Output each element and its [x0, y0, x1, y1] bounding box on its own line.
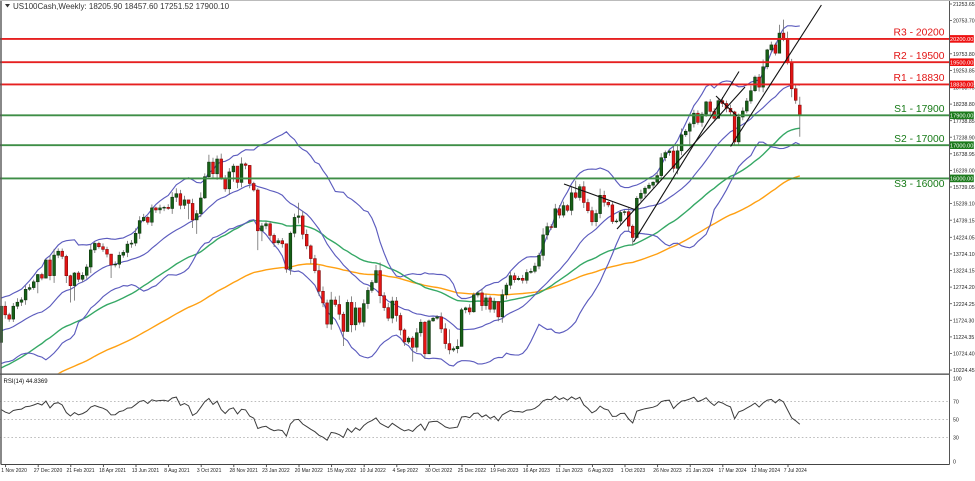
- svg-text:10 Jul 2022: 10 Jul 2022: [360, 468, 386, 474]
- svg-text:17000.00: 17000.00: [950, 143, 973, 149]
- svg-text:27 Dec 2020: 27 Dec 2020: [34, 468, 63, 474]
- svg-text:S1 - 17900: S1 - 17900: [894, 104, 945, 115]
- svg-text:50: 50: [953, 418, 959, 424]
- svg-text:17900.00: 17900.00: [950, 114, 973, 120]
- svg-text:17738.85: 17738.85: [953, 119, 975, 125]
- svg-text:13224.15: 13224.15: [953, 269, 975, 275]
- svg-text:12 May 2024: 12 May 2024: [751, 468, 780, 474]
- svg-text:1 Nov 2020: 1 Nov 2020: [1, 468, 27, 474]
- svg-text:14224.05: 14224.05: [953, 235, 975, 241]
- svg-text:R1 - 18830: R1 - 18830: [894, 73, 945, 84]
- svg-text:21253.65: 21253.65: [953, 2, 975, 8]
- svg-text:26 Nov 2023: 26 Nov 2023: [653, 468, 682, 474]
- svg-text:19500.00: 19500.00: [950, 60, 973, 66]
- svg-text:7 Jul 2024: 7 Jul 2024: [784, 468, 807, 474]
- svg-text:14739.15: 14739.15: [953, 218, 975, 224]
- svg-text:11224.35: 11224.35: [953, 335, 974, 341]
- svg-text:18238.80: 18238.80: [953, 102, 975, 108]
- svg-text:1 Oct 2023: 1 Oct 2023: [621, 468, 646, 474]
- svg-text:6 Aug 2023: 6 Aug 2023: [588, 468, 614, 474]
- svg-text:20200.00: 20200.00: [950, 37, 973, 43]
- svg-text:70: 70: [953, 400, 959, 406]
- svg-text:16738.95: 16738.95: [953, 152, 975, 158]
- svg-text:15239.10: 15239.10: [953, 202, 975, 208]
- svg-text:21 Jan 2024: 21 Jan 2024: [686, 468, 714, 474]
- svg-text:16 Apr 2023: 16 Apr 2023: [523, 468, 550, 474]
- svg-text:30 Oct 2022: 30 Oct 2022: [425, 468, 452, 474]
- svg-text:16239.00: 16239.00: [953, 169, 975, 175]
- svg-text:17238.90: 17238.90: [953, 135, 975, 141]
- svg-text:3 Oct 2021: 3 Oct 2021: [197, 468, 222, 474]
- svg-text:12724.20: 12724.20: [953, 285, 975, 291]
- svg-text:21 Feb 2021: 21 Feb 2021: [67, 468, 95, 474]
- svg-text:19253.85: 19253.85: [953, 69, 975, 75]
- svg-text:R2 - 19500: R2 - 19500: [894, 51, 945, 62]
- svg-text:100: 100: [953, 377, 962, 383]
- svg-text:18830.00: 18830.00: [950, 83, 973, 89]
- svg-text:S3 - 16000: S3 - 16000: [894, 179, 945, 190]
- svg-text:18 Apr 2021: 18 Apr 2021: [99, 468, 126, 474]
- svg-text:8 Aug 2021: 8 Aug 2021: [164, 468, 190, 474]
- svg-text:15739.05: 15739.05: [953, 185, 975, 191]
- svg-text:17 Mar 2024: 17 Mar 2024: [719, 468, 747, 474]
- svg-text:11724.30: 11724.30: [953, 318, 974, 324]
- svg-text:RSI(14) 44.8369: RSI(14) 44.8369: [4, 379, 49, 385]
- svg-text:13724.10: 13724.10: [953, 252, 975, 258]
- svg-text:30: 30: [953, 436, 959, 442]
- svg-text:16000.00: 16000.00: [950, 177, 973, 183]
- svg-text:18738.75: 18738.75: [953, 86, 975, 92]
- svg-text:R3 - 20200: R3 - 20200: [894, 28, 945, 39]
- svg-text:20 Mar 2022: 20 Mar 2022: [295, 468, 323, 474]
- svg-text:S2 - 17000: S2 - 17000: [894, 134, 945, 145]
- svg-text:23 Jan 2022: 23 Jan 2022: [262, 468, 290, 474]
- svg-text:15 May 2022: 15 May 2022: [327, 468, 356, 474]
- svg-text:10224.45: 10224.45: [953, 368, 975, 374]
- svg-text:10724.40: 10724.40: [953, 352, 975, 358]
- svg-text:19 Feb 2023: 19 Feb 2023: [490, 468, 518, 474]
- svg-text:19753.80: 19753.80: [953, 52, 975, 58]
- svg-text:0: 0: [953, 460, 956, 466]
- svg-text:13 Jun 2021: 13 Jun 2021: [132, 468, 160, 474]
- svg-text:12224.25: 12224.25: [953, 302, 975, 308]
- svg-text:11 Jun 2023: 11 Jun 2023: [556, 468, 583, 474]
- svg-text:US100Cash,Weekly: 18205.90 184: US100Cash,Weekly: 18205.90 18457.60 1725…: [13, 2, 230, 11]
- svg-text:25 Dec 2022: 25 Dec 2022: [458, 468, 487, 474]
- svg-text:20753.70: 20753.70: [953, 19, 975, 25]
- svg-text:28 Nov 2021: 28 Nov 2021: [230, 468, 259, 474]
- svg-text:4 Sep 2022: 4 Sep 2022: [393, 468, 419, 474]
